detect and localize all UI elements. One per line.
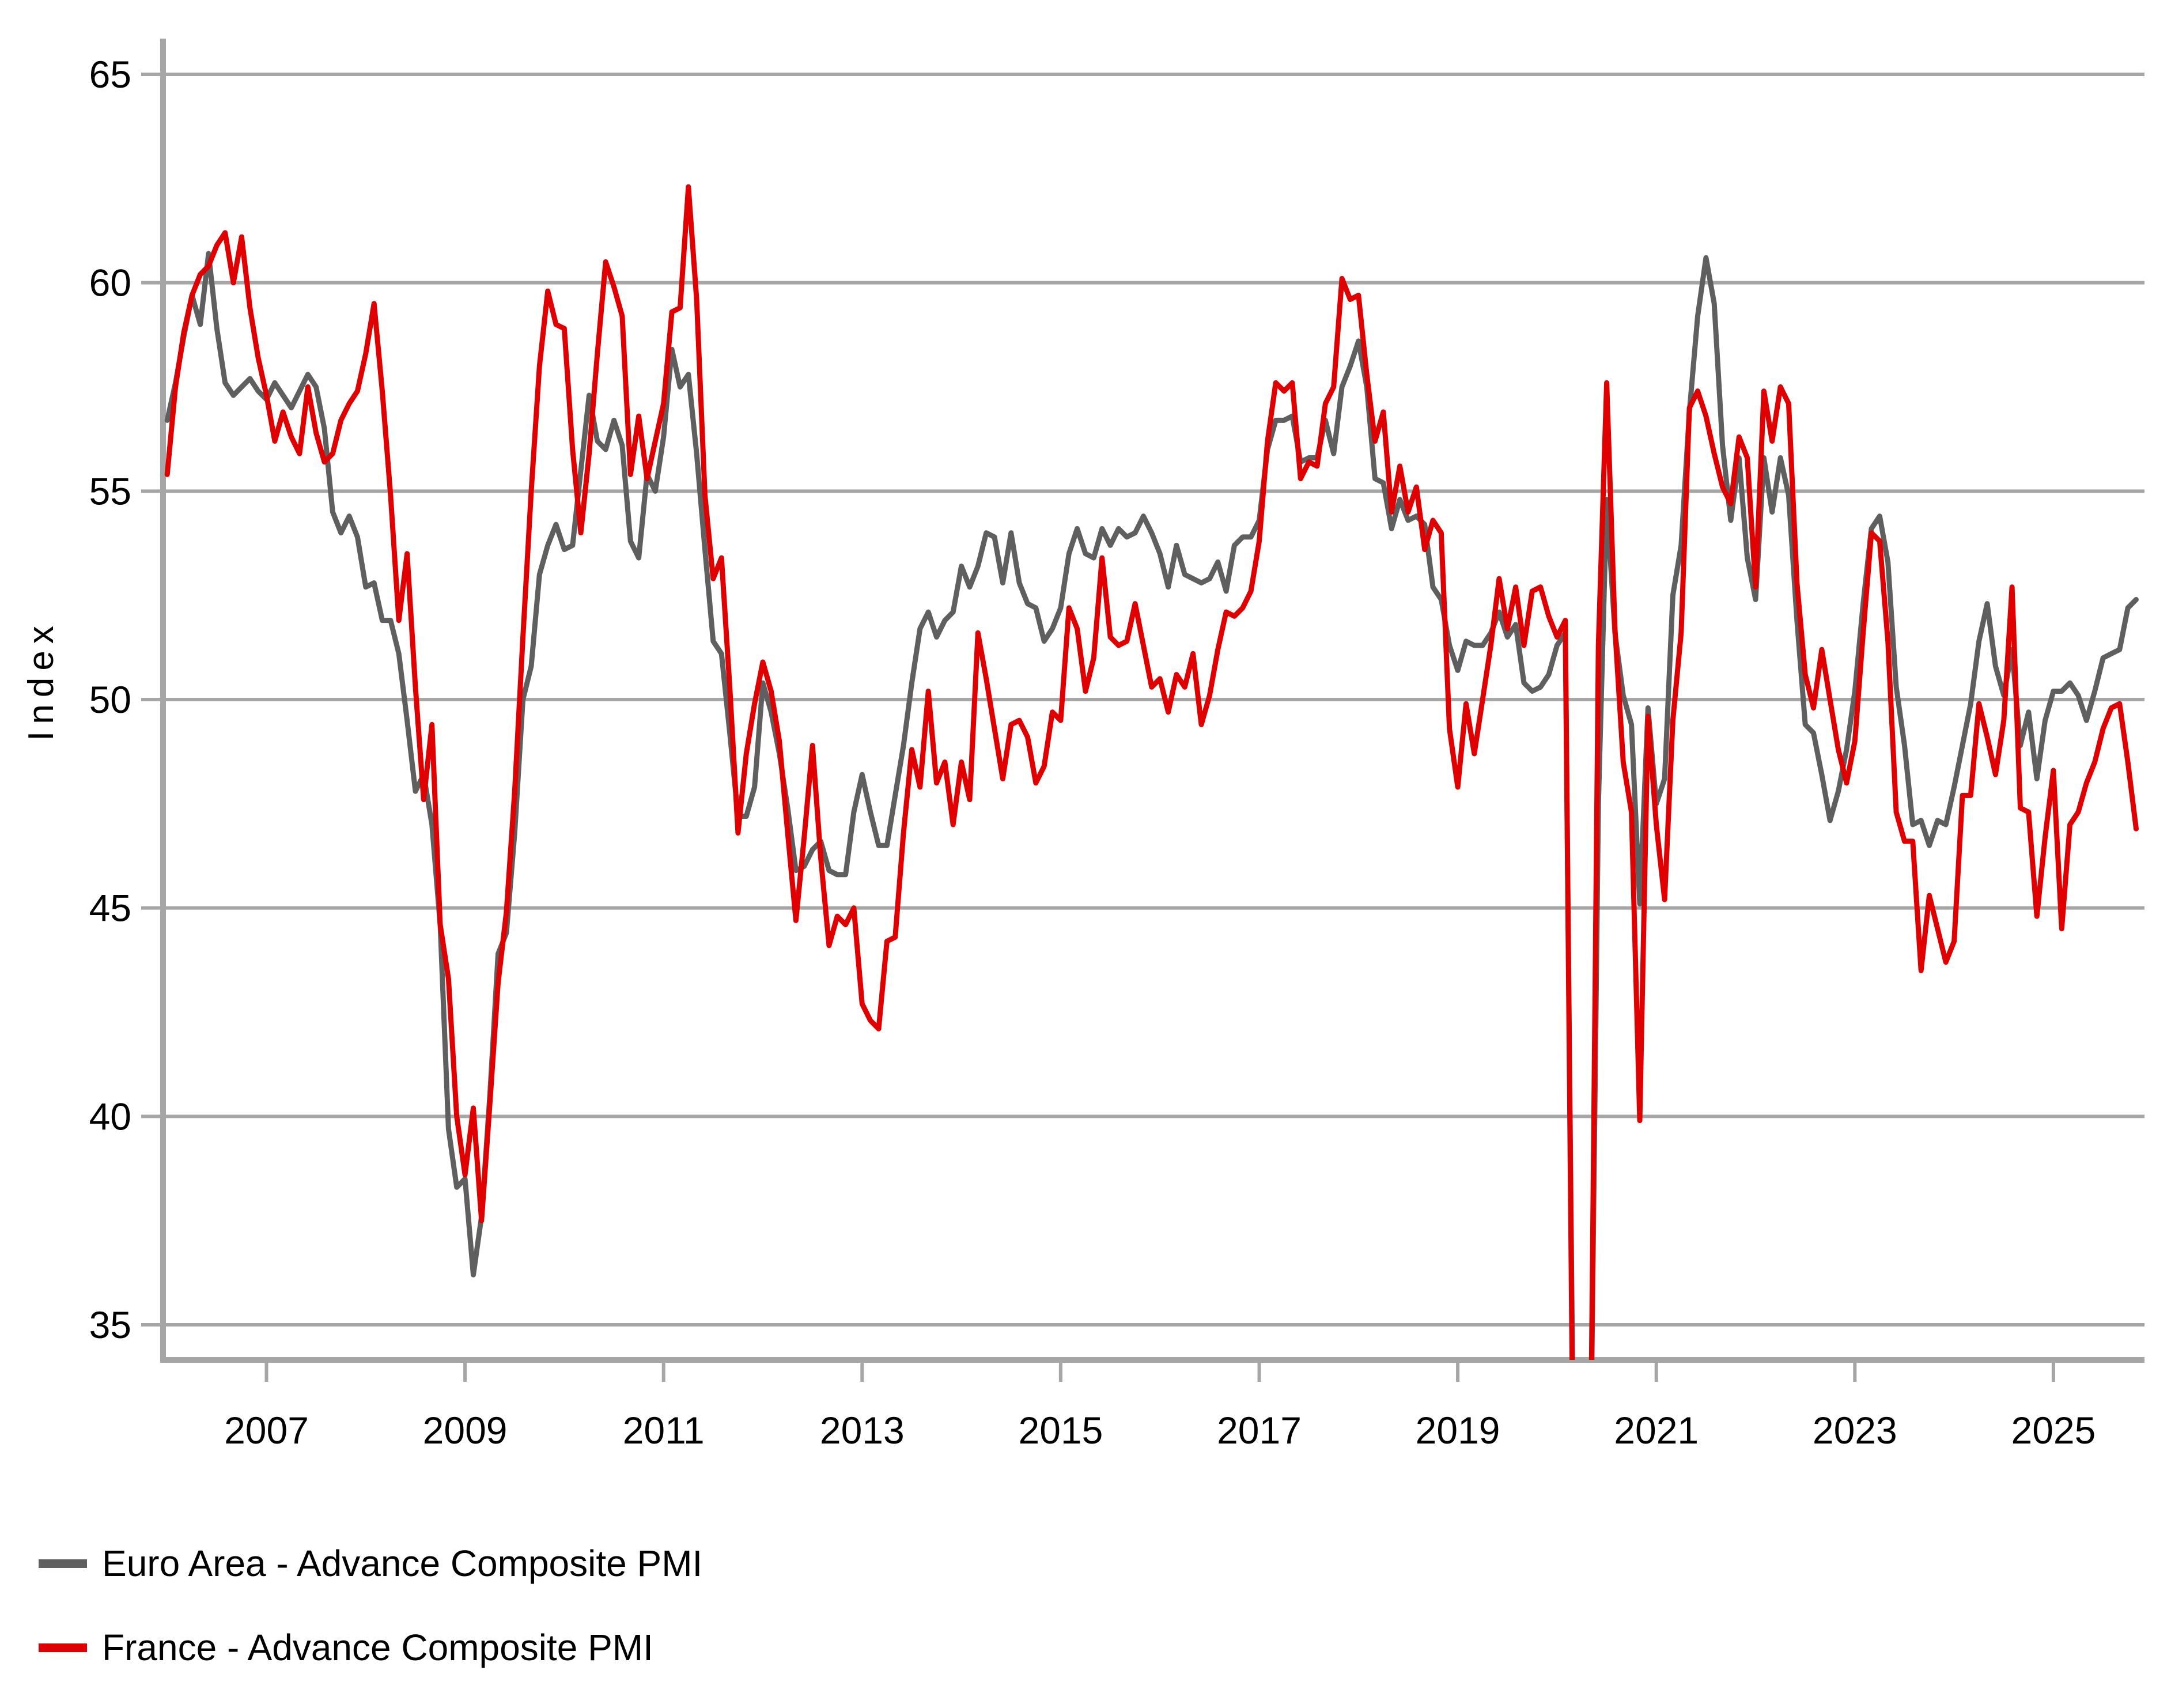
- series-layer: [164, 184, 2139, 1360]
- legend-swatch-france: [39, 1643, 87, 1652]
- y-axis-title: Index: [21, 619, 61, 741]
- x-tick-label: 2021: [1614, 1409, 1699, 1452]
- x-tick-label: 2009: [423, 1409, 508, 1452]
- axis-layer: [160, 39, 2144, 1363]
- y-tick-label: 40: [89, 1095, 131, 1138]
- y-tick-label: 35: [89, 1303, 131, 1346]
- legend-item-france: France - Advance Composite PMI: [39, 1624, 702, 1671]
- y-tick-label: 55: [89, 470, 131, 512]
- series-line-france-advance-composite-pmi: [164, 184, 2139, 1360]
- y-tick-label: 65: [89, 53, 131, 96]
- x-tick-label: 2007: [224, 1409, 309, 1452]
- legend-label-france: France - Advance Composite PMI: [102, 1627, 653, 1668]
- x-tick-label: 2011: [623, 1409, 705, 1452]
- legend-swatch-euro-area: [39, 1559, 87, 1568]
- y-tick-label: 50: [89, 678, 131, 721]
- legend: Euro Area - Advance Composite PMI France…: [39, 1540, 702, 1671]
- x-tick-label: 2013: [820, 1409, 905, 1452]
- grid-layer: [141, 73, 2144, 1382]
- tick-label-layer: 65 60 55 50 45 40 35 2007 2009 2011 2013 2015 2017 20…: [89, 53, 2096, 1452]
- x-tick-label: 2017: [1217, 1409, 1302, 1452]
- x-tick-label: 2025: [2011, 1409, 2096, 1452]
- y-tick-label: 45: [89, 887, 131, 929]
- x-tick-label: 2015: [1018, 1409, 1103, 1452]
- x-tick-label: 2019: [1416, 1409, 1500, 1452]
- y-tick-label: 60: [89, 262, 131, 304]
- legend-item-euro-area: Euro Area - Advance Composite PMI: [39, 1540, 702, 1587]
- legend-label-euro-area: Euro Area - Advance Composite PMI: [102, 1543, 703, 1584]
- x-tick-label: 2023: [1813, 1409, 1897, 1452]
- series-line-euro-area-advance-composite-pmi: [164, 251, 2139, 1360]
